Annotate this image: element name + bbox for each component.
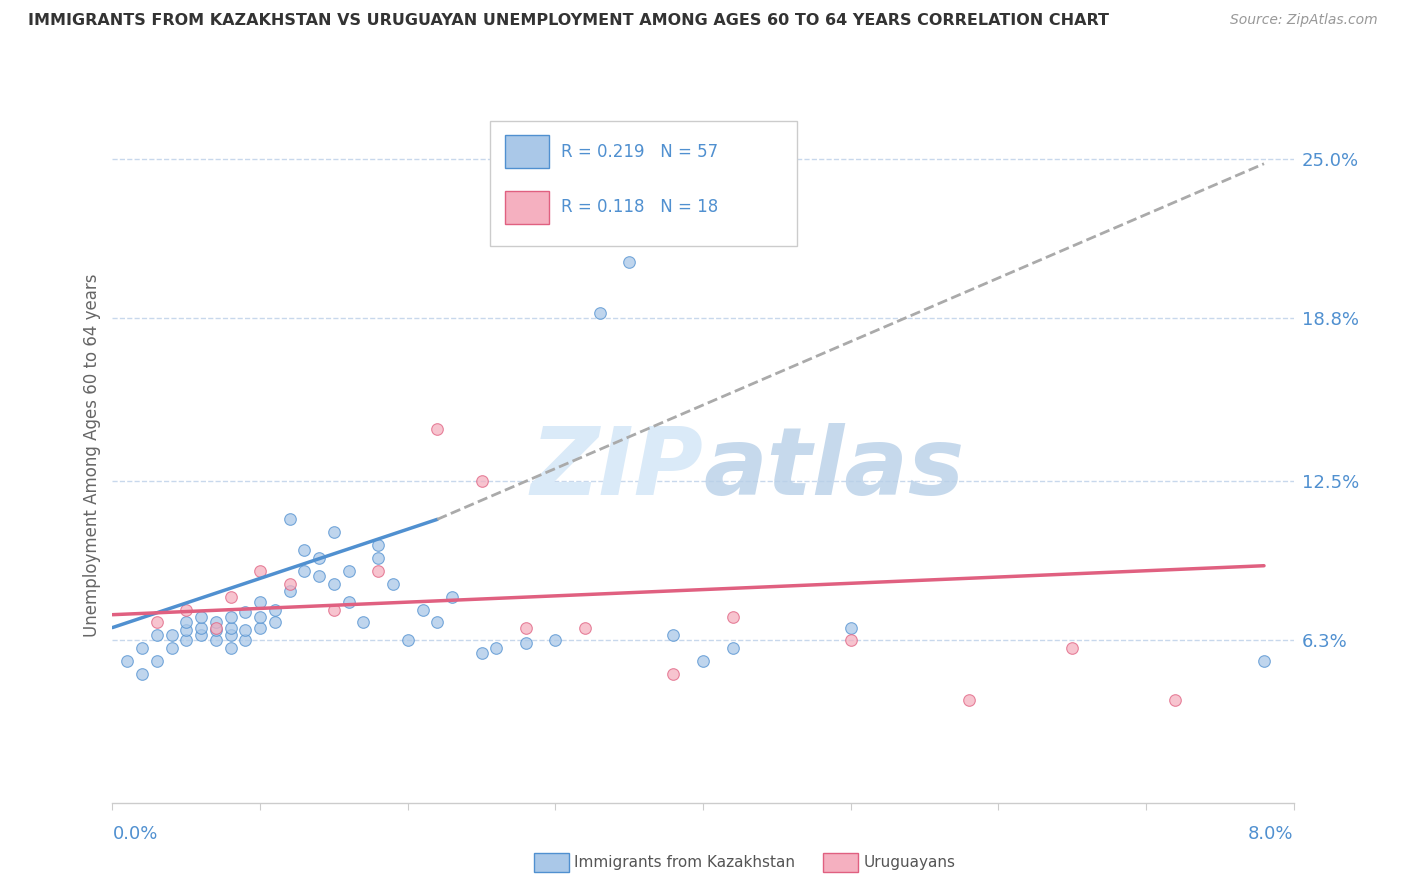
Point — [1253, 654, 1275, 668]
Point — [323, 576, 346, 591]
Bar — [505, 135, 550, 169]
Bar — [491, 121, 797, 246]
Point — [160, 641, 183, 656]
Point — [382, 576, 405, 591]
Point — [515, 636, 537, 650]
Text: 0.0%: 0.0% — [112, 825, 157, 843]
Point — [249, 564, 271, 578]
Point — [662, 667, 685, 681]
Point — [337, 564, 360, 578]
Point — [278, 576, 301, 591]
Point — [574, 621, 596, 635]
Point — [160, 628, 183, 642]
Point — [515, 621, 537, 635]
Point — [426, 615, 449, 630]
Point — [219, 621, 242, 635]
Text: 8.0%: 8.0% — [1249, 825, 1294, 843]
Point — [485, 641, 508, 656]
Point — [278, 584, 301, 599]
Point — [308, 551, 330, 566]
Point — [190, 610, 212, 624]
Point — [471, 646, 494, 660]
Point — [219, 641, 242, 656]
Point — [205, 615, 228, 630]
Point — [205, 623, 228, 637]
Point — [190, 621, 212, 635]
Point — [131, 667, 153, 681]
Point — [205, 633, 228, 648]
Point — [412, 602, 434, 616]
Point — [264, 615, 287, 630]
Point — [839, 633, 862, 648]
Point — [692, 654, 714, 668]
Point — [367, 538, 389, 552]
Point — [619, 254, 641, 268]
Text: Immigrants from Kazakhstan: Immigrants from Kazakhstan — [574, 855, 794, 870]
Point — [249, 610, 271, 624]
Point — [292, 564, 315, 578]
Point — [721, 641, 744, 656]
Text: atlas: atlas — [703, 423, 965, 515]
Point — [219, 628, 242, 642]
Point — [131, 641, 153, 656]
Point — [839, 621, 862, 635]
Point — [292, 543, 315, 558]
Text: Source: ZipAtlas.com: Source: ZipAtlas.com — [1230, 13, 1378, 28]
Text: Uruguayans: Uruguayans — [863, 855, 955, 870]
Point — [117, 654, 138, 668]
Point — [146, 654, 169, 668]
Point — [1164, 692, 1187, 706]
Point — [233, 633, 256, 648]
Point — [544, 633, 567, 648]
Point — [219, 590, 242, 604]
Point — [146, 628, 169, 642]
Point — [426, 422, 449, 436]
Point — [1062, 641, 1084, 656]
Point — [471, 474, 494, 488]
Point — [233, 623, 256, 637]
Point — [323, 525, 346, 540]
Point — [367, 564, 389, 578]
Point — [174, 633, 197, 648]
Point — [249, 595, 271, 609]
Bar — [505, 191, 550, 224]
Point — [441, 590, 464, 604]
Point — [352, 615, 374, 630]
Point — [233, 605, 256, 619]
Point — [337, 595, 360, 609]
Point — [662, 628, 685, 642]
Point — [957, 692, 980, 706]
Point — [190, 628, 212, 642]
Text: ZIP: ZIP — [530, 423, 703, 515]
Point — [174, 602, 197, 616]
Point — [396, 633, 419, 648]
Point — [174, 623, 197, 637]
Text: R = 0.118   N = 18: R = 0.118 N = 18 — [561, 198, 718, 216]
Point — [264, 602, 287, 616]
Point — [146, 615, 169, 630]
Y-axis label: Unemployment Among Ages 60 to 64 years: Unemployment Among Ages 60 to 64 years — [83, 273, 101, 637]
Point — [308, 569, 330, 583]
Point — [174, 615, 197, 630]
Point — [249, 621, 271, 635]
Point — [588, 306, 610, 320]
Point — [323, 602, 346, 616]
Point — [721, 610, 744, 624]
Text: IMMIGRANTS FROM KAZAKHSTAN VS URUGUAYAN UNEMPLOYMENT AMONG AGES 60 TO 64 YEARS C: IMMIGRANTS FROM KAZAKHSTAN VS URUGUAYAN … — [28, 13, 1109, 29]
Point — [205, 621, 228, 635]
Point — [219, 610, 242, 624]
Point — [367, 551, 389, 566]
Point — [278, 512, 301, 526]
Text: R = 0.219   N = 57: R = 0.219 N = 57 — [561, 143, 718, 161]
